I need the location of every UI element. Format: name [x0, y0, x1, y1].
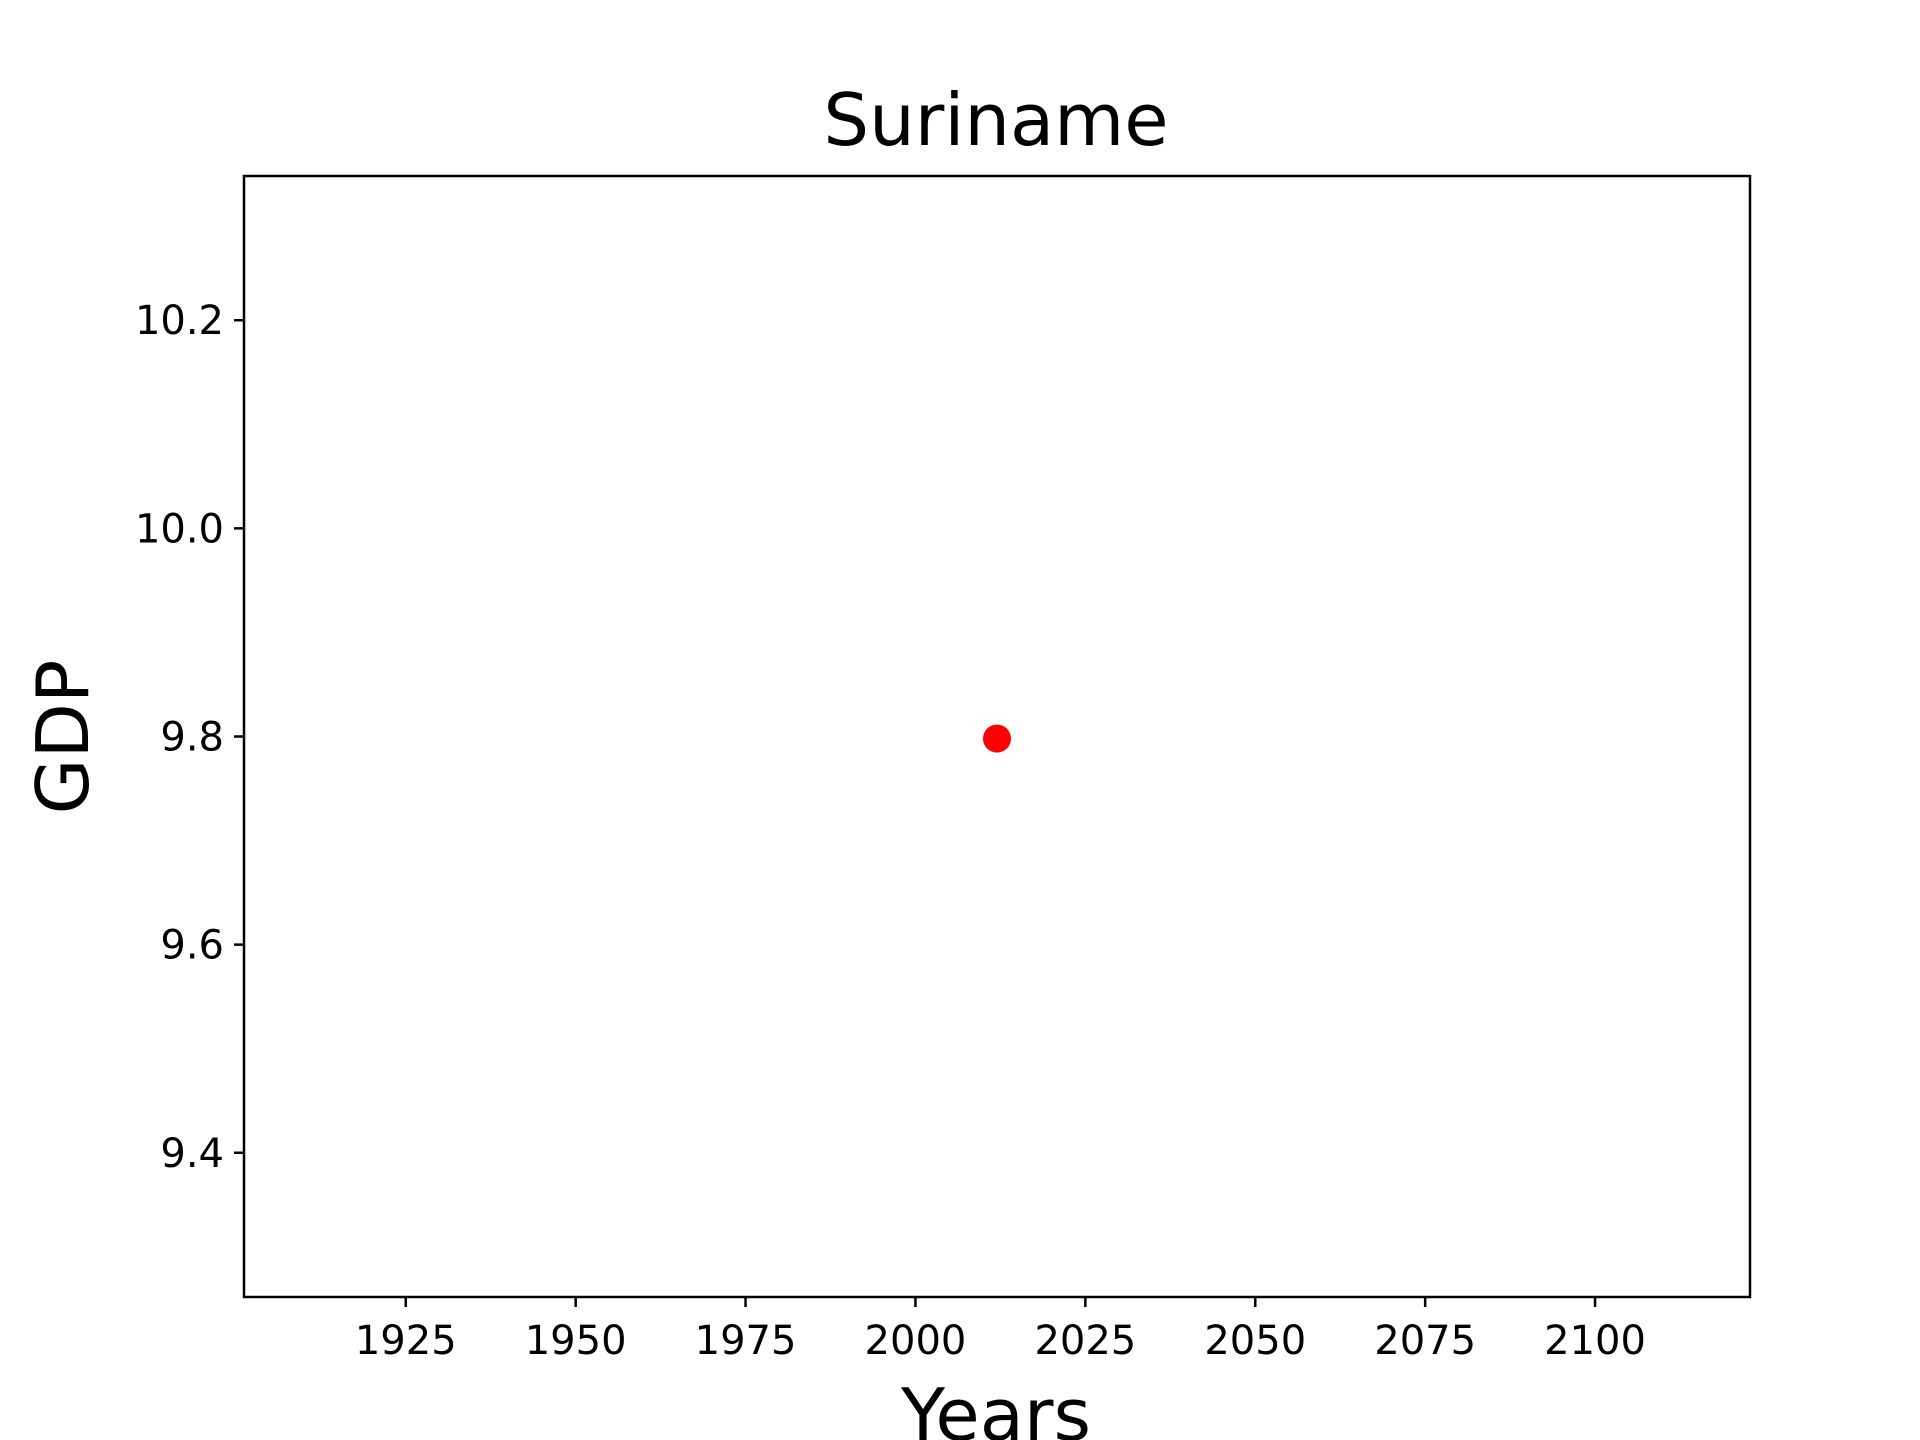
- y-tick-label: 10.0: [135, 506, 224, 552]
- x-tick-label: 2075: [1374, 1318, 1476, 1364]
- y-axis: 9.4 9.6 9.8 10.0 10.2: [135, 298, 244, 1177]
- x-axis-label: Years: [900, 1373, 1091, 1440]
- y-tick-label: 10.2: [135, 298, 224, 344]
- x-tick-label: 1975: [695, 1318, 797, 1364]
- x-axis: 1925 1950 1975 2000 2025 2050 2075 2100: [355, 1297, 1646, 1364]
- chart-title: Suriname: [823, 78, 1168, 162]
- x-tick-label: 2050: [1204, 1318, 1306, 1364]
- x-tick-label: 2000: [865, 1318, 967, 1364]
- x-tick-label: 1950: [525, 1318, 627, 1364]
- x-tick-label: 1925: [355, 1318, 457, 1364]
- y-tick-label: 9.8: [160, 715, 224, 761]
- y-axis-label: GDP: [21, 660, 105, 815]
- data-point: [983, 724, 1011, 753]
- x-tick-label: 2025: [1034, 1318, 1136, 1364]
- y-tick-label: 9.6: [160, 923, 224, 969]
- data-points: [983, 724, 1011, 753]
- plot-area-frame: [242, 174, 1752, 1299]
- y-tick-label: 9.4: [160, 1131, 224, 1177]
- x-tick-label: 2100: [1544, 1318, 1646, 1364]
